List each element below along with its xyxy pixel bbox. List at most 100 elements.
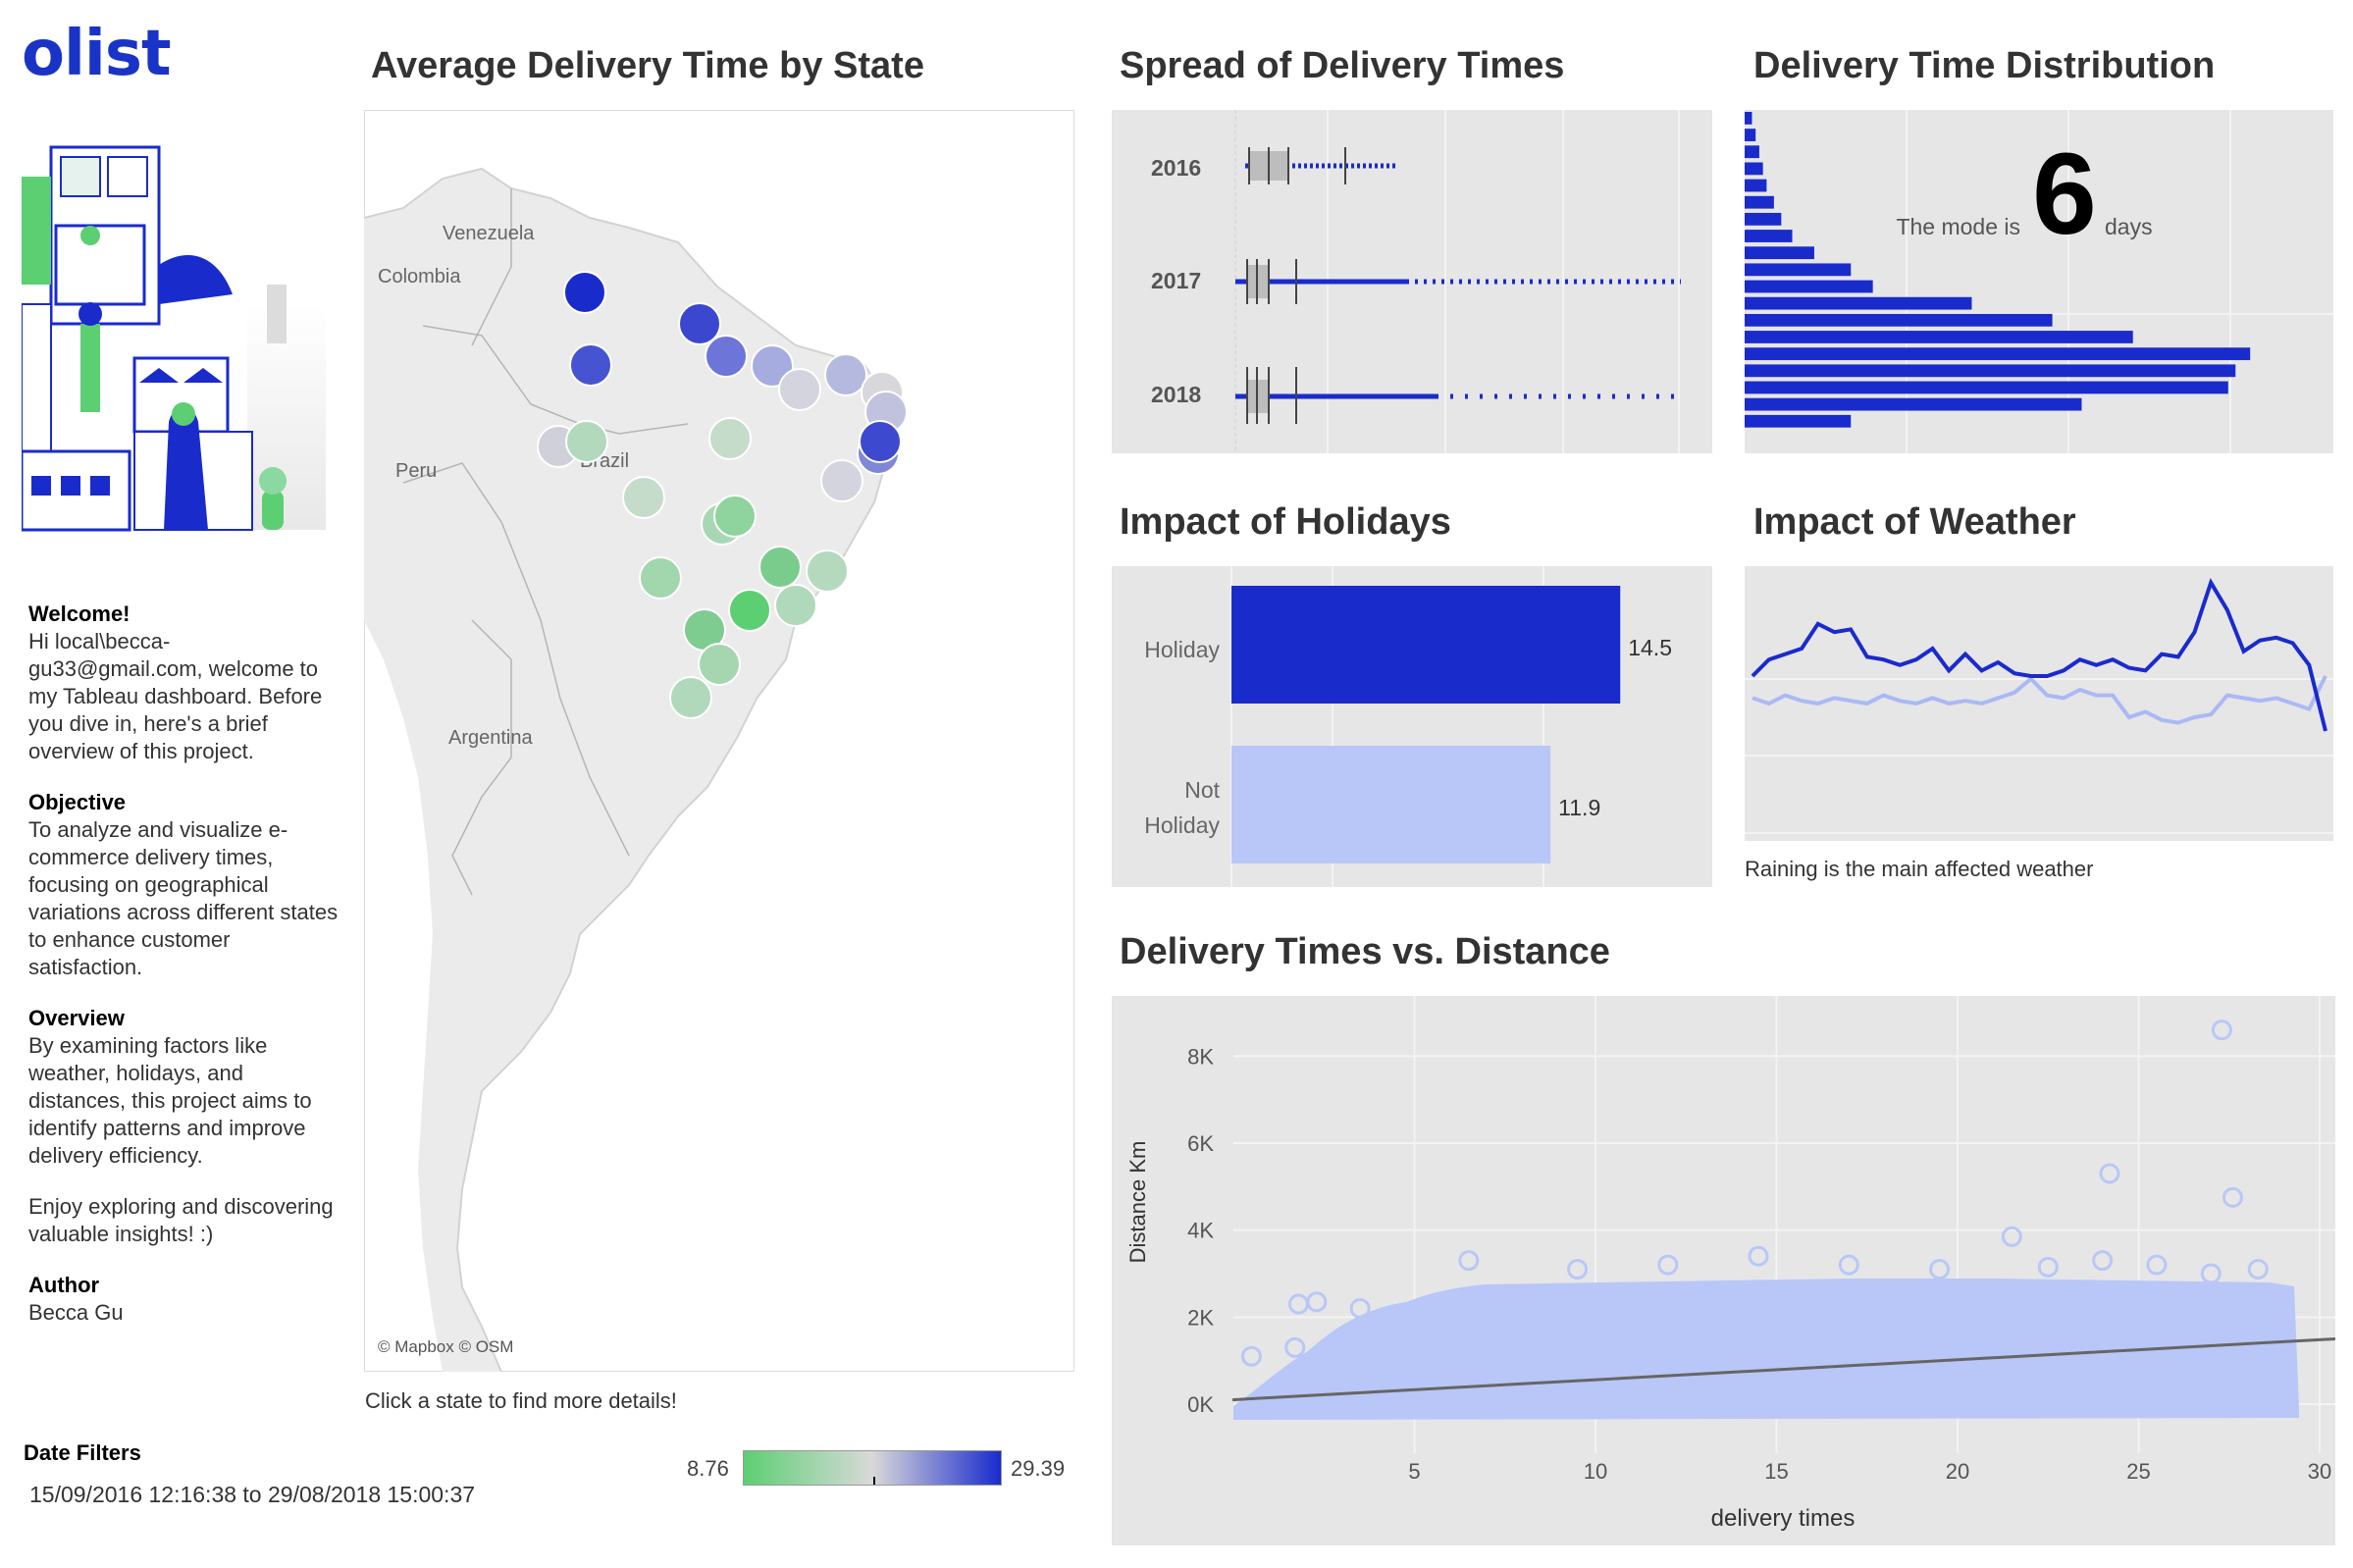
olist-logo: olist — [22, 18, 172, 90]
state-marker[interactable] — [565, 420, 608, 463]
histogram-bar[interactable] — [1745, 263, 1852, 277]
scatter-point[interactable] — [1240, 1345, 1262, 1367]
state-marker[interactable] — [705, 335, 748, 378]
scatter-outlier[interactable] — [2211, 1019, 2232, 1041]
histogram-bar[interactable] — [1745, 112, 1752, 125]
histogram-bar[interactable] — [1745, 195, 1774, 209]
histogram-bar[interactable] — [1745, 381, 2228, 394]
scatter-point[interactable] — [1284, 1336, 1306, 1358]
year-label: 2017 — [1151, 268, 1201, 293]
state-marker[interactable] — [569, 343, 612, 387]
histogram-bar[interactable] — [1745, 347, 2251, 361]
weather-line-other[interactable] — [1752, 675, 2327, 725]
state-marker[interactable] — [859, 420, 902, 463]
scatter-outlier[interactable] — [2222, 1186, 2243, 1208]
not-holiday-bar[interactable] — [1231, 746, 1551, 863]
y-tick-label: 4K — [1187, 1219, 1214, 1243]
state-marker[interactable] — [806, 549, 849, 593]
y-tick-label: 6K — [1187, 1131, 1214, 1156]
histogram-bar[interactable] — [1745, 331, 2133, 343]
scatter-point[interactable] — [1838, 1254, 1859, 1276]
delivery-map[interactable]: Venezuela Colombia Peru Brazil Argentina… — [364, 110, 1074, 1372]
weather-title: Impact of Weather — [1753, 501, 2076, 543]
histogram-bar[interactable] — [1745, 280, 1873, 293]
box-2017[interactable] — [1235, 259, 1681, 304]
scatter-point[interactable] — [2092, 1250, 2114, 1272]
histogram-bar[interactable] — [1745, 162, 1763, 176]
state-marker[interactable] — [774, 584, 817, 627]
distance-scatter-plot[interactable]: 5 10 15 20 25 30 8K 6K 4K 2K 0K delivery times Di… — [1112, 996, 2335, 1545]
state-marker[interactable] — [713, 495, 757, 538]
scatter-point[interactable] — [1657, 1254, 1679, 1276]
objective-text: To analyze and visualize e-commerce deli… — [28, 817, 339, 979]
mode-suffix: days — [2105, 214, 2153, 239]
histogram-bar[interactable] — [1745, 212, 1782, 226]
histogram-bar[interactable] — [1745, 414, 1852, 428]
legend-max: 29.39 — [1011, 1456, 1066, 1481]
year-label: 2018 — [1151, 382, 1201, 407]
scatter-point[interactable] — [1929, 1259, 1951, 1281]
x-axis-title: delivery times — [1711, 1505, 1856, 1532]
y-tick-label: 2K — [1187, 1305, 1214, 1330]
y-tick-label: 8K — [1187, 1044, 1214, 1069]
histogram-bar[interactable] — [1745, 364, 2236, 378]
histogram-bar[interactable] — [1745, 179, 1767, 192]
scatter-point[interactable] — [2146, 1254, 2168, 1276]
welcome-text: Hi local\becca-gu33@gmail.com, welcome t… — [28, 629, 323, 763]
sidebar-text: Welcome! Hi local\becca-gu33@gmail.com, … — [28, 601, 342, 1350]
state-marker[interactable] — [778, 368, 821, 411]
state-marker[interactable] — [708, 417, 752, 460]
histogram-bar[interactable] — [1745, 296, 1972, 310]
state-marker[interactable] — [820, 459, 863, 502]
x-tick-label: 30 — [2308, 1459, 2331, 1484]
scatter-point[interactable] — [1349, 1297, 1371, 1319]
histogram-bar[interactable] — [1745, 230, 1793, 242]
scatter-point[interactable] — [2037, 1256, 2059, 1278]
spread-boxplot[interactable]: 2016 2017 2018 — [1112, 110, 1712, 453]
state-marker[interactable] — [751, 344, 794, 388]
histogram-bar[interactable] — [1745, 397, 2082, 411]
spread-title: Spread of Delivery Times — [1120, 45, 1565, 86]
scatter-point[interactable] — [1567, 1259, 1589, 1281]
welcome-heading: Welcome! — [28, 601, 131, 626]
holiday-label: Holiday — [1144, 637, 1220, 662]
state-marker[interactable] — [678, 302, 721, 345]
box-2016[interactable] — [1245, 147, 1396, 184]
state-marker[interactable] — [563, 271, 606, 314]
x-tick-label: 25 — [2126, 1459, 2150, 1484]
scatter-outlier[interactable] — [2099, 1163, 2120, 1184]
date-range-filter[interactable]: 15/09/2016 12:16:38 to 29/08/2018 15:00:… — [29, 1482, 476, 1507]
histogram-bar[interactable] — [1745, 246, 1814, 260]
holidays-bar-chart[interactable]: Holiday Not Holiday 14.5 11.9 — [1112, 566, 1712, 887]
scatter-point[interactable] — [1458, 1250, 1480, 1272]
scatter-point[interactable] — [2247, 1259, 2269, 1281]
map-title: Average Delivery Time by State — [371, 45, 924, 86]
state-marker[interactable] — [758, 546, 802, 589]
state-marker[interactable] — [728, 589, 771, 632]
histogram-bar[interactable] — [1745, 145, 1759, 159]
state-marker[interactable] — [698, 643, 741, 686]
distribution-histogram[interactable]: The mode is 6 days — [1745, 110, 2333, 453]
box-2018[interactable] — [1235, 367, 1681, 424]
state-marker[interactable] — [669, 676, 712, 719]
histogram-bar[interactable] — [1745, 313, 2053, 327]
state-marker[interactable] — [622, 476, 665, 519]
map-attribution[interactable]: © Mapbox © OSM — [378, 1337, 513, 1356]
weather-line-chart[interactable] — [1745, 566, 2333, 841]
trend-line — [1231, 1336, 2335, 1402]
weather-line-rain[interactable] — [1751, 578, 2327, 732]
scatter-point[interactable] — [1748, 1245, 1769, 1267]
scatter-point[interactable] — [1287, 1293, 1309, 1315]
map-label-argentina: Argentina — [448, 727, 533, 749]
holiday-bar[interactable] — [1231, 586, 1621, 704]
scatter-point[interactable] — [1306, 1291, 1328, 1313]
histogram-bar[interactable] — [1745, 129, 1756, 141]
state-markers[interactable] — [537, 271, 908, 719]
overview-text: By examining factors like weather, holid… — [28, 1033, 312, 1168]
scatter-point[interactable] — [2001, 1226, 2022, 1247]
x-tick-label: 15 — [1764, 1459, 1788, 1484]
state-marker[interactable] — [639, 556, 682, 600]
weather-caption: Raining is the main affected weather — [1745, 857, 2094, 881]
scatter-point[interactable] — [2200, 1263, 2222, 1284]
state-marker[interactable] — [824, 353, 867, 396]
